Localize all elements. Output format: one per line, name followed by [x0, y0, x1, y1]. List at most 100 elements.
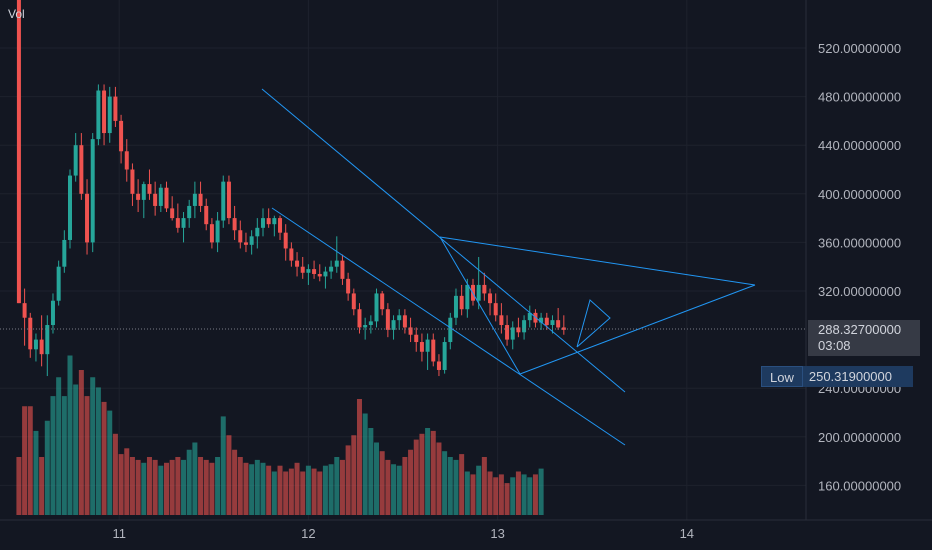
volume-bar — [266, 465, 272, 515]
candle-body — [192, 193, 197, 206]
candle-body — [204, 205, 209, 225]
chart-grid — [0, 0, 806, 520]
candle-body — [16, 0, 21, 304]
volume-bar — [356, 399, 362, 515]
candlesticks — [16, 0, 566, 377]
price-tick-label: 480.00000000 — [818, 90, 901, 105]
candle-body — [516, 327, 521, 333]
candle-body — [374, 293, 379, 322]
candle-body — [39, 339, 44, 355]
candle-body — [68, 175, 73, 240]
candle-body — [544, 317, 549, 326]
volume-bar — [95, 387, 101, 515]
volume-bar — [237, 457, 243, 515]
candle-body — [147, 184, 152, 194]
candle-body — [300, 266, 305, 273]
low-marker-label: Low — [761, 366, 803, 387]
wedge-upper-line[interactable] — [439, 236, 756, 286]
volume-bar — [169, 459, 175, 515]
candle-body — [419, 342, 424, 352]
candle-body — [90, 139, 95, 243]
candle-body — [448, 317, 453, 343]
channel-lower-line[interactable] — [271, 207, 626, 446]
volume-bar — [305, 465, 311, 515]
trend-lines[interactable] — [261, 88, 756, 446]
volume-bar — [396, 465, 402, 515]
candle-body — [414, 334, 419, 343]
volume-bar — [186, 449, 192, 515]
volume-bar — [203, 459, 209, 515]
volume-bar — [158, 465, 164, 515]
candle-body — [56, 266, 61, 301]
channel-upper-line[interactable] — [261, 88, 626, 393]
candle-body — [465, 284, 470, 310]
candle-body — [255, 227, 260, 237]
volume-bar — [300, 471, 306, 515]
volume-bar — [226, 435, 232, 515]
candle-body — [482, 284, 487, 294]
volume-bar — [311, 468, 317, 515]
price-tick-label: 400.00000000 — [818, 187, 901, 202]
volume-bar — [391, 464, 397, 515]
candle-body — [215, 220, 220, 243]
time-tick-label: 11 — [112, 526, 126, 541]
volume-bar — [510, 477, 516, 515]
price-axis[interactable]: 520.00000000 480.00000000 440.00000000 400.… — [818, 41, 901, 493]
current-price-value: 288.32700000 — [818, 322, 902, 337]
candle-body — [425, 339, 430, 352]
volume-bar — [430, 430, 436, 515]
time-tick-label: 13 — [490, 526, 504, 541]
volume-bar — [322, 465, 328, 515]
volume-bar — [249, 464, 255, 515]
volume-bar — [27, 406, 33, 515]
candle-body — [329, 266, 334, 272]
time-axis[interactable]: 11 12 13 14 — [112, 526, 694, 541]
volume-bar — [385, 459, 391, 515]
candle-body — [431, 339, 436, 362]
volume-bar — [39, 457, 45, 515]
candle-body — [96, 90, 101, 140]
volume-indicator-label[interactable]: Vol — [8, 7, 25, 21]
candle-body — [209, 224, 214, 243]
candle-body — [408, 327, 413, 335]
volume-bar — [84, 396, 90, 515]
volume-bar — [374, 442, 380, 515]
candle-body — [397, 315, 402, 321]
volume-bar — [56, 377, 62, 515]
candle-body — [561, 327, 566, 330]
candle-body — [312, 269, 317, 274]
candle-body — [226, 181, 231, 219]
candle-body — [28, 317, 33, 350]
candle-body — [158, 187, 163, 206]
wedge-lower-line[interactable] — [519, 284, 756, 375]
volume-bar — [408, 449, 414, 515]
candle-body — [221, 181, 226, 221]
volume-bar — [419, 433, 425, 515]
volume-bar — [504, 483, 510, 515]
volume-bar — [112, 433, 118, 515]
volume-bar — [436, 442, 442, 515]
price-tick-label: 520.00000000 — [818, 41, 901, 56]
volume-bar — [44, 420, 50, 515]
small-triangle[interactable] — [576, 299, 611, 348]
wedge-left-edge[interactable] — [439, 236, 521, 375]
candle-body — [181, 218, 186, 228]
volume-bar — [317, 471, 323, 515]
volume-bar — [101, 401, 107, 515]
volume-bar — [192, 442, 198, 515]
candle-body — [368, 321, 373, 326]
price-tick-label: 320.00000000 — [818, 284, 901, 299]
volume-bar — [135, 459, 141, 515]
candle-body — [363, 325, 368, 328]
volume-bar — [16, 457, 22, 515]
candle-body — [317, 273, 322, 277]
candle-body — [539, 317, 544, 323]
candle-body — [380, 293, 385, 310]
volume-bar — [181, 459, 187, 515]
candle-body — [527, 312, 532, 321]
low-marker: Low 250.31900000 — [761, 366, 913, 387]
volume-bar — [124, 448, 130, 515]
candle-body — [113, 96, 118, 121]
candle-body — [45, 325, 50, 355]
